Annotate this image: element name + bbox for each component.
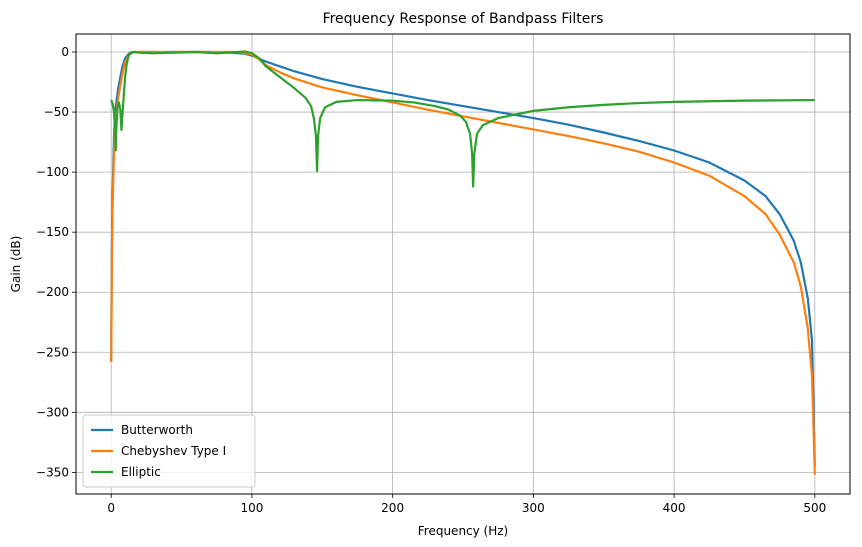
grid-lines: [76, 34, 850, 494]
y-tick-label: −200: [36, 285, 69, 299]
series-line-chebyshev-type-i: [110, 50, 816, 475]
legend-label-chebyshev-type-i: Chebyshev Type I: [121, 444, 226, 458]
y-tick-label: 0: [61, 45, 69, 59]
y-tick-label: −150: [36, 225, 69, 239]
x-axis-label: Frequency (Hz): [418, 524, 509, 538]
x-tick-label: 0: [107, 501, 115, 515]
x-tick-label: 200: [381, 501, 404, 515]
legend-box: [82, 414, 256, 488]
plot-frame: [75, 33, 851, 495]
legend-label-elliptic: Elliptic: [121, 465, 161, 479]
legend: Butterworth Chebyshev Type I Elliptic: [82, 414, 256, 488]
chart-title: Frequency Response of Bandpass Filters: [323, 11, 604, 27]
x-tick-label: 400: [663, 501, 686, 515]
series-line-butterworth: [110, 50, 816, 467]
axis-ticks: 0 100 200 300 400 500 0 −50 −100 −150 −200 −250 −300…: [36, 45, 826, 515]
series-lines: [110, 50, 816, 475]
y-tick-label: −350: [36, 465, 69, 479]
x-tick-label: 100: [240, 501, 263, 515]
y-tick-label: −50: [44, 105, 69, 119]
y-tick-label: −250: [36, 345, 69, 359]
legend-label-butterworth: Butterworth: [121, 423, 193, 437]
y-axis-label: Gain (dB): [9, 236, 23, 293]
y-tick-label: −100: [36, 165, 69, 179]
y-tick-label: −300: [36, 405, 69, 419]
series-line-elliptic: [110, 50, 815, 188]
x-tick-label: 500: [803, 501, 826, 515]
x-tick-label: 300: [522, 501, 545, 515]
